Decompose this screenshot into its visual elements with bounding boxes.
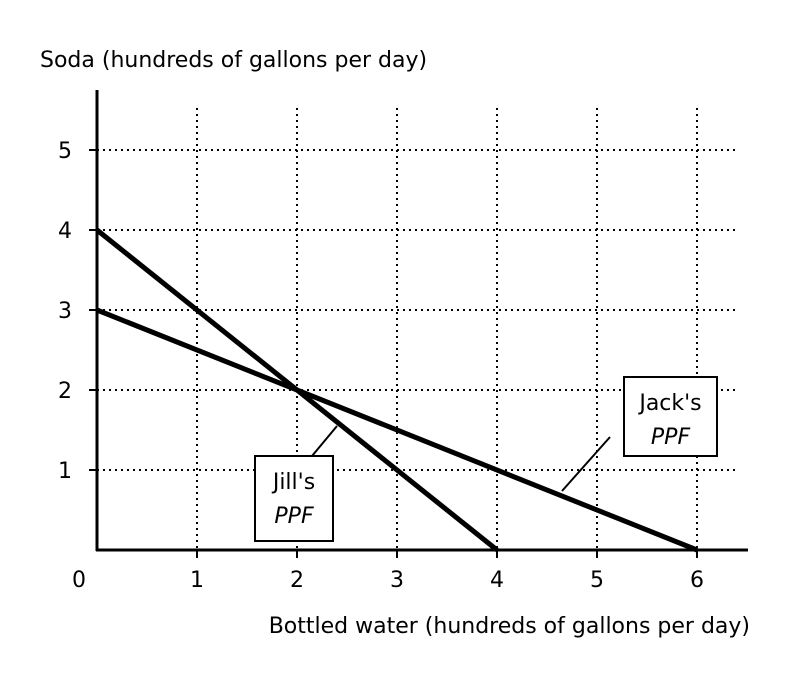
x-tick-label-2: 2 xyxy=(290,568,304,593)
jacks-ppf-label-ppf: PPF xyxy=(651,425,691,450)
axes xyxy=(95,90,748,552)
y-axis-title: Soda (hundreds of gallons per day) xyxy=(40,48,427,73)
x-tick-label-3: 3 xyxy=(390,568,404,593)
jills-ppf-callout-box xyxy=(254,455,334,542)
jills-ppf-label-ppf: PPF xyxy=(274,504,314,529)
x-tick-label-5: 5 xyxy=(590,568,604,593)
jacks-ppf-callout-box xyxy=(623,376,718,457)
tick-labels: 1 2 3 4 5 6 1 2 3 4 5 xyxy=(58,139,704,593)
x-axis-title: Bottled water (hundreds of gallons per d… xyxy=(269,614,750,639)
jacks-ppf-line xyxy=(96,307,698,553)
x-tick-label-4: 4 xyxy=(490,568,504,593)
jacks-ppf-leader-line xyxy=(561,436,611,492)
y-tick-label-3: 3 xyxy=(58,299,72,324)
jills-ppf-label-name: Jill's xyxy=(271,470,315,495)
x-tick-label-1: 1 xyxy=(190,568,204,593)
jacks-ppf-label-name: Jack's xyxy=(637,391,701,416)
origin-label: 0 xyxy=(72,568,86,593)
gridlines xyxy=(97,108,735,550)
callouts: Jill's PPF Jack's PPF xyxy=(254,376,718,542)
series-lines xyxy=(95,228,698,553)
y-tick-label-1: 1 xyxy=(58,459,72,484)
y-tick-label-4: 4 xyxy=(58,219,72,244)
jills-ppf-leader-line xyxy=(311,425,338,457)
y-tick-label-5: 5 xyxy=(58,139,72,164)
y-tick-label-2: 2 xyxy=(58,379,72,404)
x-tick-label-6: 6 xyxy=(690,568,704,593)
tick-marks xyxy=(89,149,698,558)
